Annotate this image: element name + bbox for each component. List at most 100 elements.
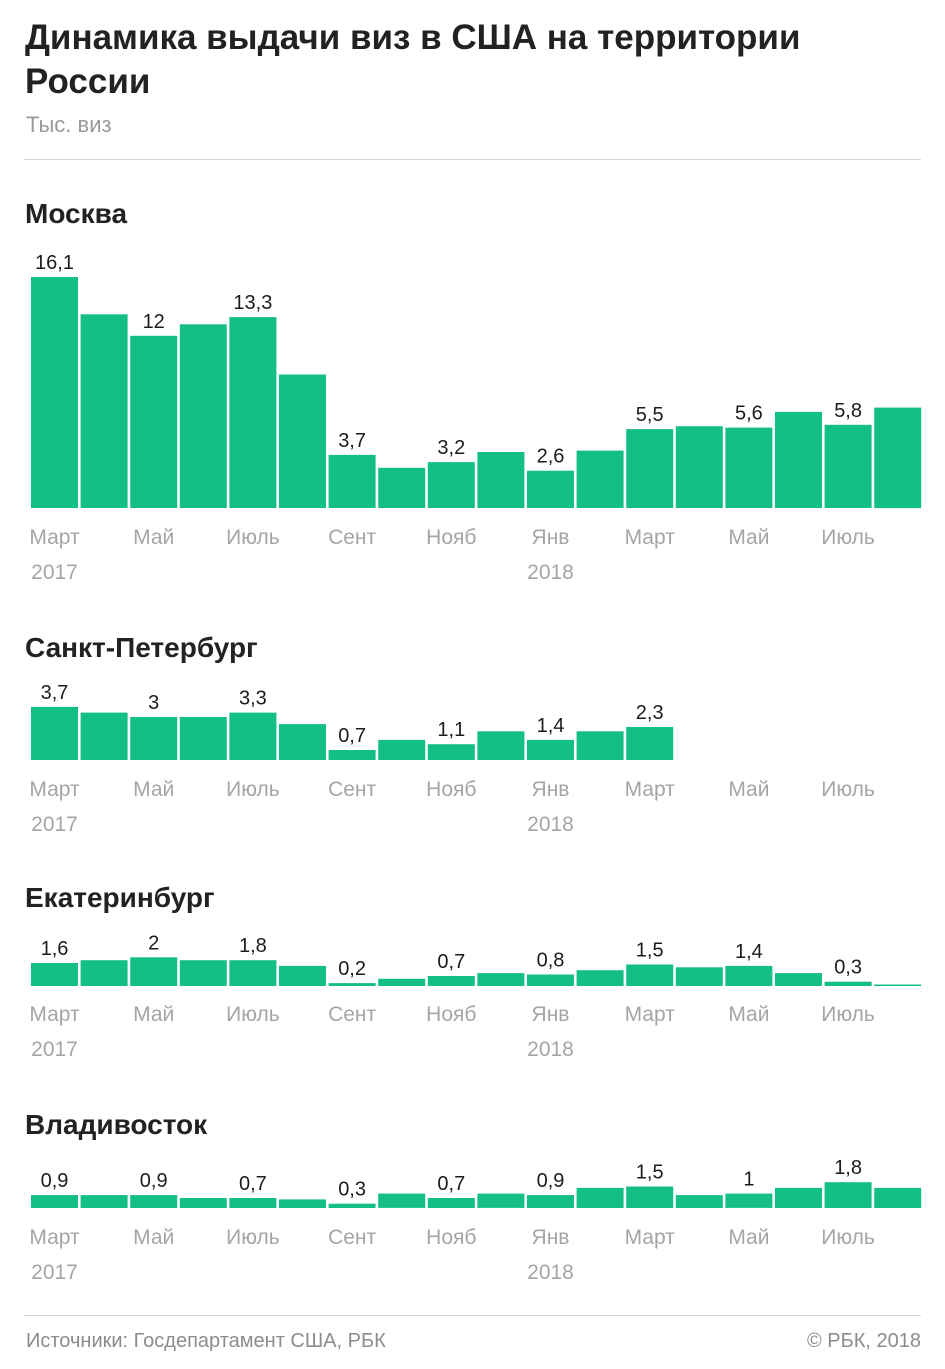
chart-yekaterinburg: 1,6 2 1,8 0,2 0,7 0,8 1,5 1,4 0,3 Март Май Июль Сент… (29, 932, 922, 1061)
bar-июнь-2018 (775, 973, 822, 986)
x-year-label: 2018 (527, 1038, 574, 1061)
bar-апр-2017 (80, 960, 128, 986)
x-tick-label: Сент (328, 1003, 376, 1026)
data-label: 3,7 (41, 682, 69, 704)
bar-март-2017 (31, 277, 78, 508)
chart-subtitle: Тыс. виз (26, 112, 112, 137)
bar-июль-2018 (824, 981, 872, 986)
x-tick-label: Март (29, 526, 80, 549)
bar-окт-2017 (378, 1193, 426, 1208)
data-label: 1,6 (41, 938, 69, 960)
data-label: 0,9 (41, 1170, 69, 1192)
data-label: 3,7 (338, 430, 366, 452)
bar-фев-2018 (576, 450, 624, 508)
x-year-label: 2017 (31, 813, 78, 836)
x-tick-label: Май (728, 1003, 769, 1026)
x-tick-label: Июль (821, 1226, 875, 1249)
data-label: 1,8 (834, 1157, 862, 1179)
bar-март-2017 (31, 1195, 78, 1208)
x-tick-label: Июль (821, 778, 875, 801)
data-label: 5,6 (735, 403, 763, 425)
bar-авг-2017 (279, 724, 326, 760)
x-year-label: 2017 (31, 561, 78, 584)
bar-июнь-2018 (775, 411, 822, 508)
data-label: 1 (743, 1169, 754, 1191)
x-tick-label: Март (625, 1226, 676, 1249)
x-tick-label: Май (728, 526, 769, 549)
x-tick-label: Март (29, 1226, 80, 1249)
x-tick-label: Март (29, 778, 80, 801)
bar-июнь-2017 (179, 717, 227, 760)
bar-авг-2017 (279, 374, 326, 508)
bar-авг-2018 (874, 984, 922, 986)
bar-авг-2018 (874, 1187, 922, 1208)
panel-title-moscow: Москва (25, 198, 128, 229)
data-label: 3,3 (239, 688, 267, 710)
chart-title: Динамика выдачи виз в США на территории … (25, 18, 801, 101)
x-year-label: 2018 (527, 813, 574, 836)
bar-авг-2017 (279, 965, 326, 986)
bar-нояб-2017 (427, 976, 475, 986)
bar-июнь-2017 (179, 1198, 227, 1208)
x-tick-label: Янв (532, 526, 570, 549)
bar-май-2017 (130, 957, 178, 986)
bar-янв-2018 (527, 974, 574, 986)
bar-март-2018 (626, 429, 674, 508)
bar-янв-2018 (527, 1195, 574, 1208)
x-tick-label: Март (625, 526, 676, 549)
chart-vladivostok: 0,9 0,9 0,7 0,3 0,7 0,9 1,5 1 1,8 Март Май Июль Сент… (29, 1157, 922, 1284)
bar-дек-2017 (477, 1193, 525, 1208)
bar-май-2018 (725, 427, 773, 508)
x-tick-label: Июль (226, 1226, 280, 1249)
x-tick-label: Май (133, 778, 174, 801)
bar-июль-2017 (229, 317, 277, 508)
x-year-label: 2017 (31, 1038, 78, 1061)
bar-апр-2017 (80, 314, 128, 508)
data-label: 12 (143, 311, 165, 333)
x-tick-label: Июль (226, 1003, 280, 1026)
data-label: 0,7 (338, 725, 366, 747)
data-label: 1,5 (636, 1162, 664, 1184)
data-label: 3 (148, 692, 159, 714)
copyright: © РБК, 2018 (806, 1330, 921, 1352)
x-year-label: 2018 (527, 561, 574, 584)
data-label: 2,3 (636, 702, 664, 724)
bar-май-2017 (130, 717, 178, 760)
data-label: 0,9 (537, 1170, 565, 1192)
x-tick-label: Июль (821, 1003, 875, 1026)
header-divider (24, 159, 921, 160)
bar-нояб-2017 (427, 1198, 475, 1208)
data-label: 1,4 (735, 941, 763, 963)
footer-divider (24, 1315, 921, 1316)
bar-окт-2017 (378, 739, 426, 760)
bar-май-2017 (130, 1195, 178, 1208)
bar-май-2017 (130, 335, 178, 508)
x-year-label: 2017 (31, 1261, 78, 1284)
x-tick-label: Нояб (426, 1003, 476, 1026)
bar-нояб-2017 (427, 744, 475, 760)
x-tick-label: Март (29, 1003, 80, 1026)
x-tick-label: Июль (821, 526, 875, 549)
data-label: 0,2 (338, 958, 366, 980)
bar-июль-2017 (229, 1198, 277, 1208)
data-label: 0,7 (437, 951, 465, 973)
bar-июль-2017 (229, 712, 277, 760)
data-label: 16,1 (35, 252, 74, 274)
bar-апр-2017 (80, 712, 128, 760)
x-tick-label: Май (133, 1226, 174, 1249)
bar-апр-2018 (675, 967, 723, 986)
x-tick-label: Сент (328, 526, 376, 549)
panel-title-vladivostok: Владивосток (25, 1109, 208, 1140)
data-label: 1,4 (537, 715, 565, 737)
x-tick-label: Май (728, 778, 769, 801)
bar-сент-2017 (328, 750, 376, 760)
chart-moscow: 16,1 12 13,3 3,7 3,2 2,6 5,5 5,6 5,8 Март Май Июль С… (29, 252, 922, 584)
x-tick-label: Март (625, 778, 676, 801)
data-label: 0,9 (140, 1170, 168, 1192)
chart-saint-petersburg: 3,7 3 3,3 0,7 1,1 1,4 2,3 Март Май Июль Сент Нояб Ян… (29, 682, 875, 836)
x-tick-label: Март (625, 1003, 676, 1026)
data-label: 0,8 (537, 950, 565, 972)
x-tick-label: Янв (532, 1226, 570, 1249)
x-year-label: 2018 (527, 1261, 574, 1284)
bar-июль-2018 (824, 424, 872, 508)
